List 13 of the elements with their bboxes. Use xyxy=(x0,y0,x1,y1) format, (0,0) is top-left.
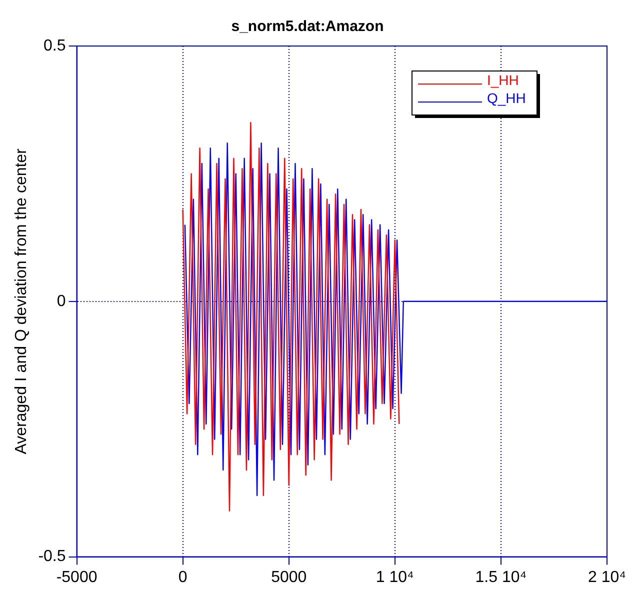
y-tick-label: -0.5 xyxy=(38,548,66,566)
y-tick-label: 0 xyxy=(56,292,66,310)
x-tick-label: 0 xyxy=(178,568,188,586)
x-tick-label: 1.5 10⁴ xyxy=(475,568,527,586)
x-tick-label: -5000 xyxy=(56,568,98,586)
x-tick-label: 5000 xyxy=(271,568,307,586)
y-tick-label: 0.5 xyxy=(44,37,66,54)
x-tick-label: 1 10⁴ xyxy=(376,568,414,586)
legend-label: Q_HH xyxy=(487,90,526,106)
legend-label: I_HH xyxy=(487,72,519,88)
chart-title: s_norm5.dat:Amazon xyxy=(231,18,384,36)
x-tick-label: 2 10⁴ xyxy=(588,568,626,586)
y-axis-title: Averaged I and Q deviation from the center xyxy=(13,148,30,454)
